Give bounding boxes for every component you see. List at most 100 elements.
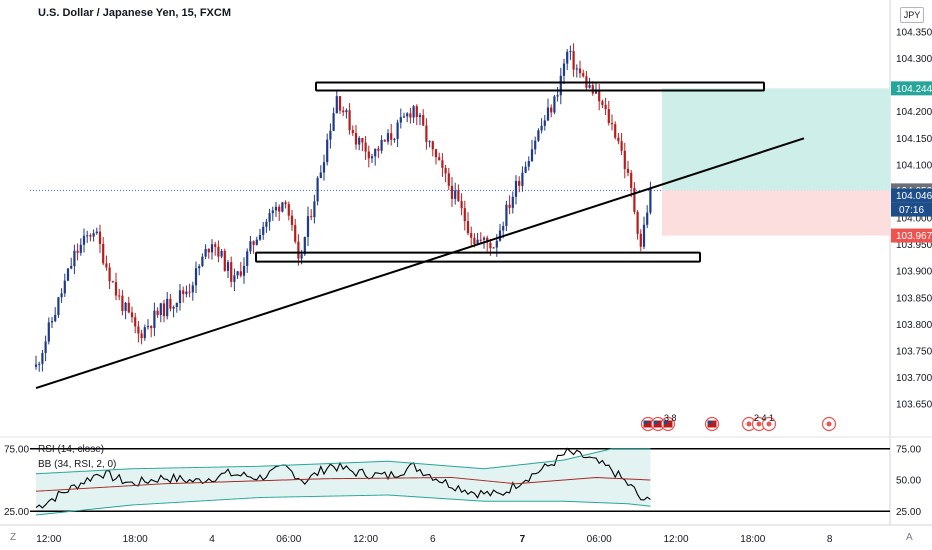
candle-body: [527, 161, 530, 167]
candle-body: [486, 237, 489, 243]
stop-price-tag: [891, 228, 932, 243]
auto-scale-corner[interactable]: A: [906, 532, 913, 543]
candle-body: [479, 239, 482, 241]
timezone-corner[interactable]: Z: [10, 532, 17, 543]
candle-body: [50, 321, 54, 323]
candle-body: [540, 125, 543, 131]
price-tick-label: 104.200: [896, 107, 932, 118]
candle-body: [425, 125, 428, 142]
candle-body: [146, 326, 150, 328]
candle-body: [633, 187, 636, 212]
candle-body: [460, 201, 463, 209]
candle-body: [150, 326, 153, 329]
candle-body: [223, 250, 226, 271]
candle-body: [73, 250, 76, 267]
candle-body: [508, 204, 511, 208]
candle-body: [457, 190, 460, 202]
candle-body: [530, 149, 534, 162]
countdown-text: 07:16: [899, 205, 924, 216]
candle-body: [543, 120, 546, 126]
candle-body: [412, 106, 415, 118]
candle-body: [111, 281, 114, 283]
candle-body: [204, 248, 207, 257]
candle-body: [454, 190, 457, 199]
drawings-layer[interactable]: [35, 81, 805, 390]
candle-body: [210, 244, 214, 253]
candle-body: [76, 250, 79, 253]
bb-lower-line: [35, 494, 651, 516]
candle-body: [572, 51, 575, 70]
candles-layer: [34, 43, 652, 372]
candle-body: [639, 233, 642, 247]
candle-body: [562, 63, 566, 76]
candle-body: [418, 115, 422, 118]
candle-body: [617, 137, 620, 142]
candle-body: [214, 244, 217, 247]
candle-body: [476, 239, 479, 245]
us-flag-icon-canton: [643, 420, 648, 424]
rsi-tick-label-right: 25.00: [896, 507, 921, 518]
candle-body: [591, 85, 594, 94]
candle-body: [60, 293, 63, 298]
candle-body: [646, 212, 649, 225]
candle-body: [569, 51, 572, 53]
profit-zone[interactable]: [662, 88, 890, 191]
price-tick-label: 104.150: [896, 134, 932, 145]
candle-body: [226, 262, 230, 271]
candle-body: [489, 242, 492, 249]
rsi-label[interactable]: RSI (14, close): [38, 444, 105, 455]
candle-body: [505, 204, 508, 226]
support-zone-box[interactable]: [255, 251, 701, 263]
candle-body: [38, 363, 41, 365]
candle-body: [518, 180, 521, 186]
candle-body: [422, 115, 425, 126]
price-tick-label: 104.000: [896, 214, 932, 225]
bb-label[interactable]: BB (34, RSI, 2, 0): [38, 459, 117, 470]
candle-body: [159, 303, 162, 315]
candle-body: [34, 364, 38, 367]
candle-body: [444, 167, 447, 174]
candle-body: [332, 113, 335, 131]
chart-title: U.S. Dollar / Japanese Yen, 15, FXCM: [38, 7, 231, 19]
candle-body: [601, 101, 604, 105]
candle-body: [98, 231, 102, 244]
us-flag-icon-stripes: [653, 420, 663, 428]
candle-body: [127, 302, 130, 313]
candle-body: [630, 172, 633, 188]
rsi-pane: 75.00 75.00 50.00 25.00 25.00: [4, 444, 921, 518]
rsi-tick-label-left: 75.00: [4, 444, 29, 455]
price-tick-label: 103.850: [896, 293, 932, 304]
candle-body: [610, 123, 614, 125]
ascending-trendline[interactable]: [35, 137, 805, 390]
event-dot-icon: [746, 421, 752, 427]
candle-body: [636, 211, 639, 234]
price-tick-label: 103.900: [896, 267, 932, 278]
candle-body: [377, 148, 380, 151]
candle-body: [63, 280, 66, 294]
target-price-tag-text: 104.244: [896, 84, 932, 95]
rsi-tick-label-left: 25.00: [4, 507, 29, 518]
time-tick-label: 7: [520, 534, 526, 545]
candle-body: [236, 271, 239, 276]
candle-body: [495, 240, 498, 248]
candle-body: [44, 341, 47, 354]
event-dot-icon: [826, 421, 832, 427]
candle-body: [271, 210, 274, 214]
candle-body: [415, 106, 418, 118]
candle-body: [370, 156, 374, 159]
position-zones[interactable]: [30, 88, 890, 236]
candle-body: [313, 201, 316, 218]
candle-body: [294, 225, 297, 242]
candle-body: [121, 295, 124, 311]
currency-button[interactable]: JPY: [900, 7, 924, 23]
candle-body: [201, 256, 204, 267]
loss-zone[interactable]: [662, 190, 890, 236]
resistance-zone-box[interactable]: [315, 81, 765, 92]
us-flag-icon-stripes: [643, 420, 653, 428]
economic-events-layer[interactable]: 3 8 2 4 1: [640, 413, 837, 432]
candle-body: [143, 327, 146, 339]
stop-price-tag-text: 103.967: [896, 231, 932, 242]
candle-body: [306, 216, 310, 237]
candle-body: [473, 237, 476, 245]
